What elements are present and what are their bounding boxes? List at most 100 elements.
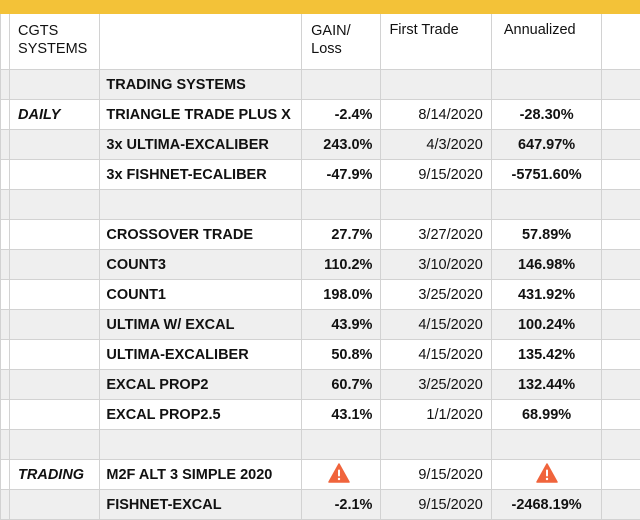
- header-trailing: [602, 14, 640, 70]
- first-trade-cell: 1/1/2020: [381, 400, 491, 430]
- gain-loss-cell: [302, 70, 381, 100]
- row-group-label: [10, 310, 100, 340]
- system-name-cell: FISHNET-EXCAL: [100, 490, 302, 520]
- system-name-cell: 3x FISHNET-ECALIBER: [100, 160, 302, 190]
- table-row: 3x FISHNET-ECALIBER-47.9%9/15/2020-5751.…: [1, 160, 640, 190]
- first-trade-cell: 9/15/2020: [381, 160, 491, 190]
- annualized-cell: [491, 190, 601, 220]
- row-group-label: [10, 490, 100, 520]
- table-row: FISHNET-EXCAL-2.1%9/15/2020-2468.19%: [1, 490, 640, 520]
- warning-triangle-icon: [328, 463, 350, 487]
- annualized-cell: 100.24%: [491, 310, 601, 340]
- system-name-cell: COUNT1: [100, 280, 302, 310]
- row-spacer: [1, 460, 10, 490]
- row-trailing: [602, 100, 640, 130]
- row-spacer: [1, 130, 10, 160]
- header-row: CGTS SYSTEMS GAIN/ Loss First Trade Annu…: [1, 14, 640, 70]
- row-trailing: [602, 400, 640, 430]
- gain-loss-cell: [302, 190, 381, 220]
- gain-loss-cell: 43.1%: [302, 400, 381, 430]
- row-trailing: [602, 460, 640, 490]
- row-spacer: [1, 370, 10, 400]
- row-spacer: [1, 490, 10, 520]
- row-trailing: [602, 70, 640, 100]
- first-trade-cell: [381, 430, 491, 460]
- header-annualized: Annualized: [491, 14, 601, 70]
- annualized-cell: 135.42%: [491, 340, 601, 370]
- first-trade-cell: 4/15/2020: [381, 310, 491, 340]
- warning-triangle-icon: [536, 463, 558, 487]
- annualized-cell: 57.89%: [491, 220, 601, 250]
- system-name-cell: [100, 190, 302, 220]
- gain-loss-cell: [302, 430, 381, 460]
- annualized-cell: -28.30%: [491, 100, 601, 130]
- row-trailing: [602, 190, 640, 220]
- row-trailing: [602, 490, 640, 520]
- header-cgts-systems: CGTS SYSTEMS: [10, 14, 100, 70]
- row-group-label: [10, 370, 100, 400]
- gain-loss-cell: -2.4%: [302, 100, 381, 130]
- row-trailing: [602, 250, 640, 280]
- gain-loss-cell: -2.1%: [302, 490, 381, 520]
- first-trade-cell: 9/15/2020: [381, 490, 491, 520]
- annualized-cell: -2468.19%: [491, 490, 601, 520]
- row-group-label: TRADING: [10, 460, 100, 490]
- row-group-label: [10, 430, 100, 460]
- system-name-cell: CROSSOVER TRADE: [100, 220, 302, 250]
- header-gain-loss: GAIN/ Loss: [302, 14, 381, 70]
- header-system-blank: [100, 14, 302, 70]
- header-spacer: [1, 14, 10, 70]
- header-first-trade: First Trade: [381, 14, 491, 70]
- gain-loss-cell: [302, 460, 381, 490]
- first-trade-cell: 9/15/2020: [381, 460, 491, 490]
- system-name-cell: EXCAL PROP2.5: [100, 400, 302, 430]
- table-row: TRADING SYSTEMS: [1, 70, 640, 100]
- system-name-cell: 3x ULTIMA-EXCALIBER: [100, 130, 302, 160]
- first-trade-cell: 8/14/2020: [381, 100, 491, 130]
- row-trailing: [602, 130, 640, 160]
- system-name-cell: COUNT3: [100, 250, 302, 280]
- row-spacer: [1, 70, 10, 100]
- gain-loss-cell: 43.9%: [302, 310, 381, 340]
- row-spacer: [1, 190, 10, 220]
- gain-loss-cell: 198.0%: [302, 280, 381, 310]
- row-spacer: [1, 280, 10, 310]
- annualized-cell: 68.99%: [491, 400, 601, 430]
- row-spacer: [1, 160, 10, 190]
- system-name-cell: [100, 430, 302, 460]
- annualized-cell: 647.97%: [491, 130, 601, 160]
- row-group-label: [10, 340, 100, 370]
- annualized-cell: [491, 70, 601, 100]
- row-trailing: [602, 280, 640, 310]
- gain-loss-cell: 50.8%: [302, 340, 381, 370]
- row-group-label: DAILY: [10, 100, 100, 130]
- row-spacer: [1, 430, 10, 460]
- annualized-cell: 146.98%: [491, 250, 601, 280]
- table-row: [1, 190, 640, 220]
- first-trade-cell: 4/3/2020: [381, 130, 491, 160]
- annualized-cell: [491, 460, 601, 490]
- first-trade-cell: [381, 70, 491, 100]
- first-trade-cell: 3/25/2020: [381, 280, 491, 310]
- row-spacer: [1, 310, 10, 340]
- system-name-cell: TRADING SYSTEMS: [100, 70, 302, 100]
- row-spacer: [1, 220, 10, 250]
- row-trailing: [602, 370, 640, 400]
- row-group-label: [10, 130, 100, 160]
- system-name-cell: EXCAL PROP2: [100, 370, 302, 400]
- first-trade-cell: [381, 190, 491, 220]
- first-trade-cell: 3/25/2020: [381, 370, 491, 400]
- gain-loss-cell: 110.2%: [302, 250, 381, 280]
- gain-loss-cell: 27.7%: [302, 220, 381, 250]
- row-trailing: [602, 430, 640, 460]
